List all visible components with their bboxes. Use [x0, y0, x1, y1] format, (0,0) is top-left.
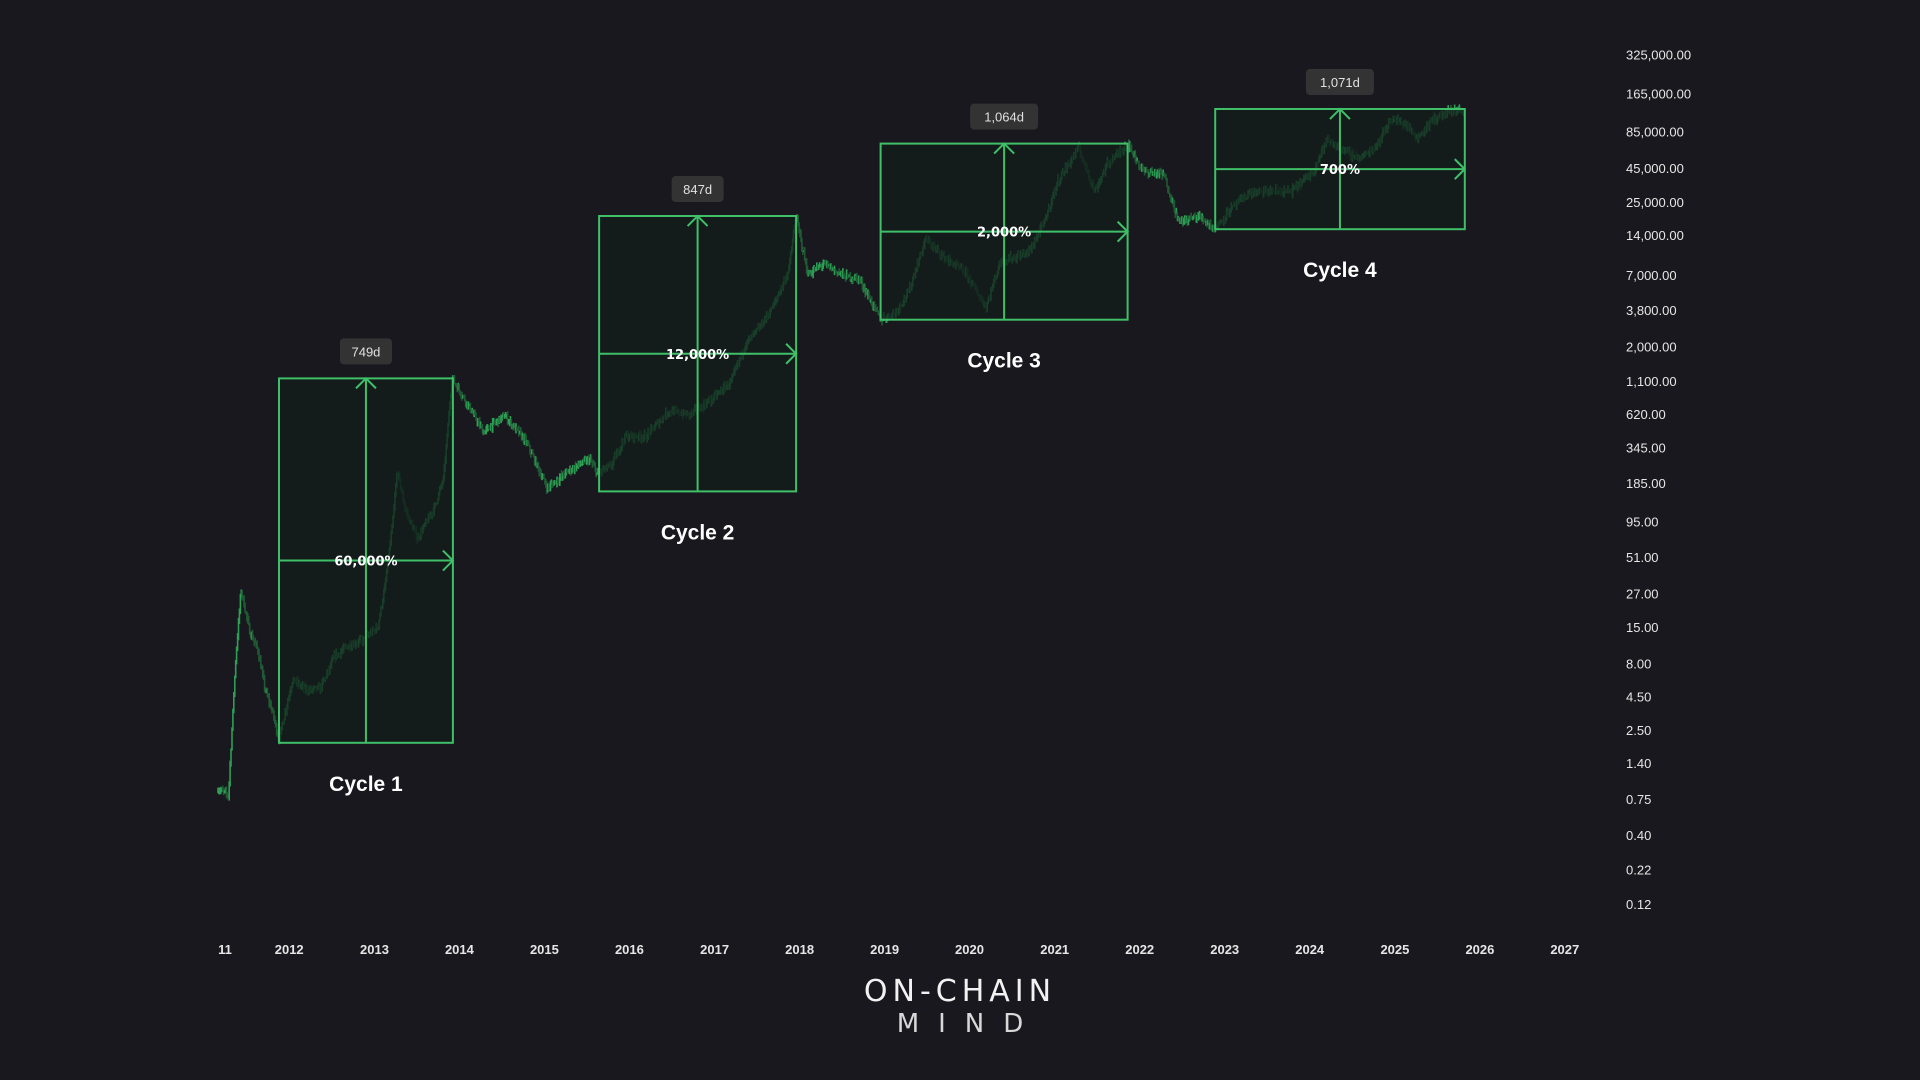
cycle-box-3: 2,000% 1,064d Cycle 3: [879, 103, 1130, 373]
y-tick-label: 95.00: [1626, 514, 1659, 529]
x-tick-label: 11: [218, 942, 232, 957]
x-tick-label: 2020: [955, 942, 984, 957]
brand-line2: MIND: [896, 1009, 1043, 1039]
duration-badge: [339, 338, 392, 365]
y-tick-label: 620.00: [1626, 407, 1666, 422]
x-tick-label: 2024: [1295, 942, 1325, 957]
cycle-duration-label: 1,071d: [1320, 75, 1360, 90]
cycle-boxes: 60,000% 749d Cycle 1 12,000% 847d Cycle 2 2,00…: [278, 69, 1467, 796]
x-tick-label: 2025: [1380, 942, 1409, 957]
duration-badge: [1305, 69, 1374, 96]
y-tick-label: 3,800.00: [1626, 303, 1677, 318]
y-tick-label: 1.40: [1626, 756, 1651, 771]
y-tick-label: 0.22: [1626, 862, 1651, 877]
x-tick-label: 2019: [870, 942, 899, 957]
x-tick-label: 2021: [1040, 942, 1069, 957]
y-tick-label: 85,000.00: [1626, 125, 1684, 140]
arrow-up-icon: [686, 214, 709, 227]
y-tick-label: 345.00: [1626, 440, 1666, 455]
y-tick-label: 0.12: [1626, 897, 1651, 912]
brand-logo: ON-CHAIN MIND: [0, 974, 1920, 1040]
x-tick-label: 2014: [445, 942, 475, 957]
x-tick-label: 2015: [530, 942, 559, 957]
x-tick-label: 2023: [1210, 942, 1239, 957]
x-tick-label: 2026: [1465, 942, 1494, 957]
y-tick-label: 0.40: [1626, 828, 1651, 843]
arrow-up-icon: [993, 142, 1015, 155]
y-tick-label: 27.00: [1626, 587, 1659, 602]
cycle-duration-label: 749d: [351, 344, 380, 359]
arrow-right-icon: [1454, 158, 1467, 180]
y-tick-label: 2,000.00: [1626, 340, 1677, 355]
arrow-right-icon: [1116, 220, 1130, 243]
y-tick-label: 165,000.00: [1626, 87, 1691, 102]
y-tick-label: 14,000.00: [1626, 228, 1684, 243]
x-axis: 11 2012 2013 2014 2015 2016 2017 2018 2019 2020 20…: [218, 942, 1579, 957]
y-axis: 325,000.00 165,000.00 85,000.00 45,000.00 25…: [1626, 48, 1691, 912]
y-tick-label: 8.00: [1626, 656, 1651, 671]
cycle-title: Cycle 2: [661, 521, 735, 544]
x-tick-label: 2018: [785, 942, 814, 957]
cycle-percent-label: 2,000%: [977, 226, 1031, 241]
arrow-right-icon: [442, 549, 455, 572]
cycle-duration-label: 1,064d: [984, 110, 1024, 125]
y-tick-label: 2.50: [1626, 723, 1651, 738]
duration-badge: [970, 103, 1039, 130]
x-tick-label: 2027: [1550, 942, 1579, 957]
cycle-percent-label: 12,000%: [666, 348, 729, 363]
arrow-right-icon: [785, 343, 798, 365]
y-tick-label: 1,100.00: [1626, 374, 1677, 389]
y-tick-label: 7,000.00: [1626, 268, 1677, 283]
cycle-box-4: 700% 1,071d Cycle 4: [1214, 69, 1467, 282]
duration-badge: [671, 176, 724, 203]
cycle-title: Cycle 3: [967, 350, 1041, 373]
x-tick-label: 2017: [700, 942, 729, 957]
arrow-up-icon: [355, 376, 377, 390]
x-tick-label: 2013: [360, 942, 389, 957]
brand-line1: ON-CHAIN: [863, 974, 1057, 1009]
y-tick-label: 15.00: [1626, 620, 1659, 635]
x-tick-label: 2012: [275, 942, 304, 957]
x-tick-label: 2022: [1125, 942, 1154, 957]
cycle-percent-label: 60,000%: [334, 555, 397, 570]
y-tick-label: 25,000.00: [1626, 195, 1684, 210]
cycle-title: Cycle 4: [1303, 259, 1377, 282]
y-tick-label: 4.50: [1626, 689, 1651, 704]
cycle-duration-label: 847d: [683, 182, 712, 197]
cycle-percent-label: 700%: [1320, 163, 1360, 178]
cycle-box-1: 60,000% 749d Cycle 1: [278, 338, 455, 796]
cycle-box-2: 12,000% 847d Cycle 2: [598, 176, 798, 544]
arrow-up-icon: [1329, 107, 1351, 120]
x-tick-label: 2016: [615, 942, 644, 957]
y-tick-label: 185.00: [1626, 476, 1666, 491]
y-tick-label: 325,000.00: [1626, 48, 1691, 63]
cycle-title: Cycle 1: [329, 773, 403, 796]
y-tick-label: 45,000.00: [1626, 161, 1684, 176]
y-tick-label: 0.75: [1626, 792, 1651, 807]
y-tick-label: 51.00: [1626, 550, 1659, 565]
